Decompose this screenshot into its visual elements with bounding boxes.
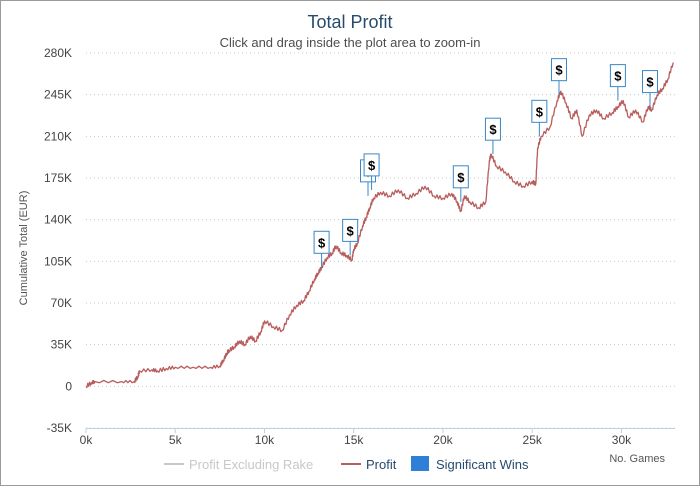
flag-label: $ — [368, 158, 376, 173]
flag-label: $ — [555, 63, 563, 78]
x-tick-label: 30k — [612, 433, 632, 447]
significant-wins-flags: $$$$$$$$$$ — [313, 58, 659, 268]
flag-label: $ — [457, 170, 465, 185]
y-tick-label: 280K — [44, 46, 72, 60]
y-tick-label: 35K — [51, 338, 72, 352]
flag-label: $ — [318, 235, 326, 250]
flag-label: $ — [347, 223, 355, 238]
x-tick-label: 10k — [255, 433, 275, 447]
y-tick-label: -35K — [47, 421, 72, 435]
legend-symbol-significant-wins — [411, 456, 429, 471]
flag-box — [642, 70, 659, 94]
flag-box — [313, 230, 330, 254]
flag-box — [550, 58, 567, 82]
grid-lines — [86, 52, 675, 429]
significant-win-flag[interactable]: $ — [531, 99, 548, 137]
flag-box — [342, 218, 359, 242]
flag-box — [363, 153, 380, 177]
x-axis-title: No. Games — [609, 453, 665, 465]
y-axis-title: Cumulative Total (EUR) — [18, 191, 30, 306]
legend-label-profit-excluding-rake: Profit Excluding Rake — [189, 457, 313, 472]
flag-label: $ — [646, 75, 654, 90]
flag-box — [484, 117, 501, 141]
y-tick-label: 140K — [44, 213, 72, 227]
legend-item-profit[interactable]: Profit — [341, 457, 397, 472]
x-tick-label: 5k — [169, 433, 183, 447]
significant-win-flag[interactable]: $ — [452, 165, 469, 202]
significant-win-flag[interactable]: $ — [484, 117, 501, 155]
y-tick-label: 245K — [44, 88, 72, 102]
chart-title: Total Profit — [307, 12, 392, 32]
significant-win-flag[interactable]: $ — [609, 64, 626, 101]
legend-item-profit-excluding-rake[interactable]: Profit Excluding Rake — [164, 457, 313, 472]
significant-win-flag[interactable]: $ — [363, 153, 380, 190]
significant-win-flag[interactable]: $ — [342, 218, 359, 256]
plot-area[interactable] — [85, 62, 674, 389]
legend-item-significant-wins[interactable]: Significant Wins — [411, 456, 529, 472]
flag-box — [609, 64, 626, 88]
significant-win-flag[interactable]: $ — [313, 230, 330, 268]
y-tick-label: 105K — [44, 254, 72, 268]
flag-label: $ — [489, 122, 497, 137]
y-tick-label: 70K — [51, 296, 72, 310]
flag-box — [452, 165, 469, 189]
significant-win-flag[interactable]: $ — [550, 58, 567, 95]
chart-subtitle: Click and drag inside the plot area to z… — [220, 35, 481, 50]
x-tick-label: 20k — [433, 433, 453, 447]
y-tick-label: 0 — [65, 379, 72, 393]
significant-win-flag[interactable]: $ — [642, 70, 659, 107]
flag-label: $ — [536, 104, 544, 119]
x-tick-label: 25k — [523, 433, 543, 447]
legend: Profit Excluding Rake Profit Significant… — [164, 456, 529, 472]
y-tick-label: 175K — [44, 171, 72, 185]
x-tick-label: 0k — [80, 433, 94, 447]
axes: -35K 0 35K 70K 105K 140K 175K 210K 245K 280K 0k 5k 1… — [44, 46, 675, 447]
series-line-profit[interactable] — [85, 62, 674, 389]
legend-label-significant-wins: Significant Wins — [436, 457, 529, 472]
flag-label: $ — [614, 69, 622, 84]
x-tick-label: 15k — [344, 433, 364, 447]
flag-box — [531, 99, 548, 123]
y-tick-label: 210K — [44, 129, 72, 143]
legend-label-profit: Profit — [366, 457, 397, 472]
